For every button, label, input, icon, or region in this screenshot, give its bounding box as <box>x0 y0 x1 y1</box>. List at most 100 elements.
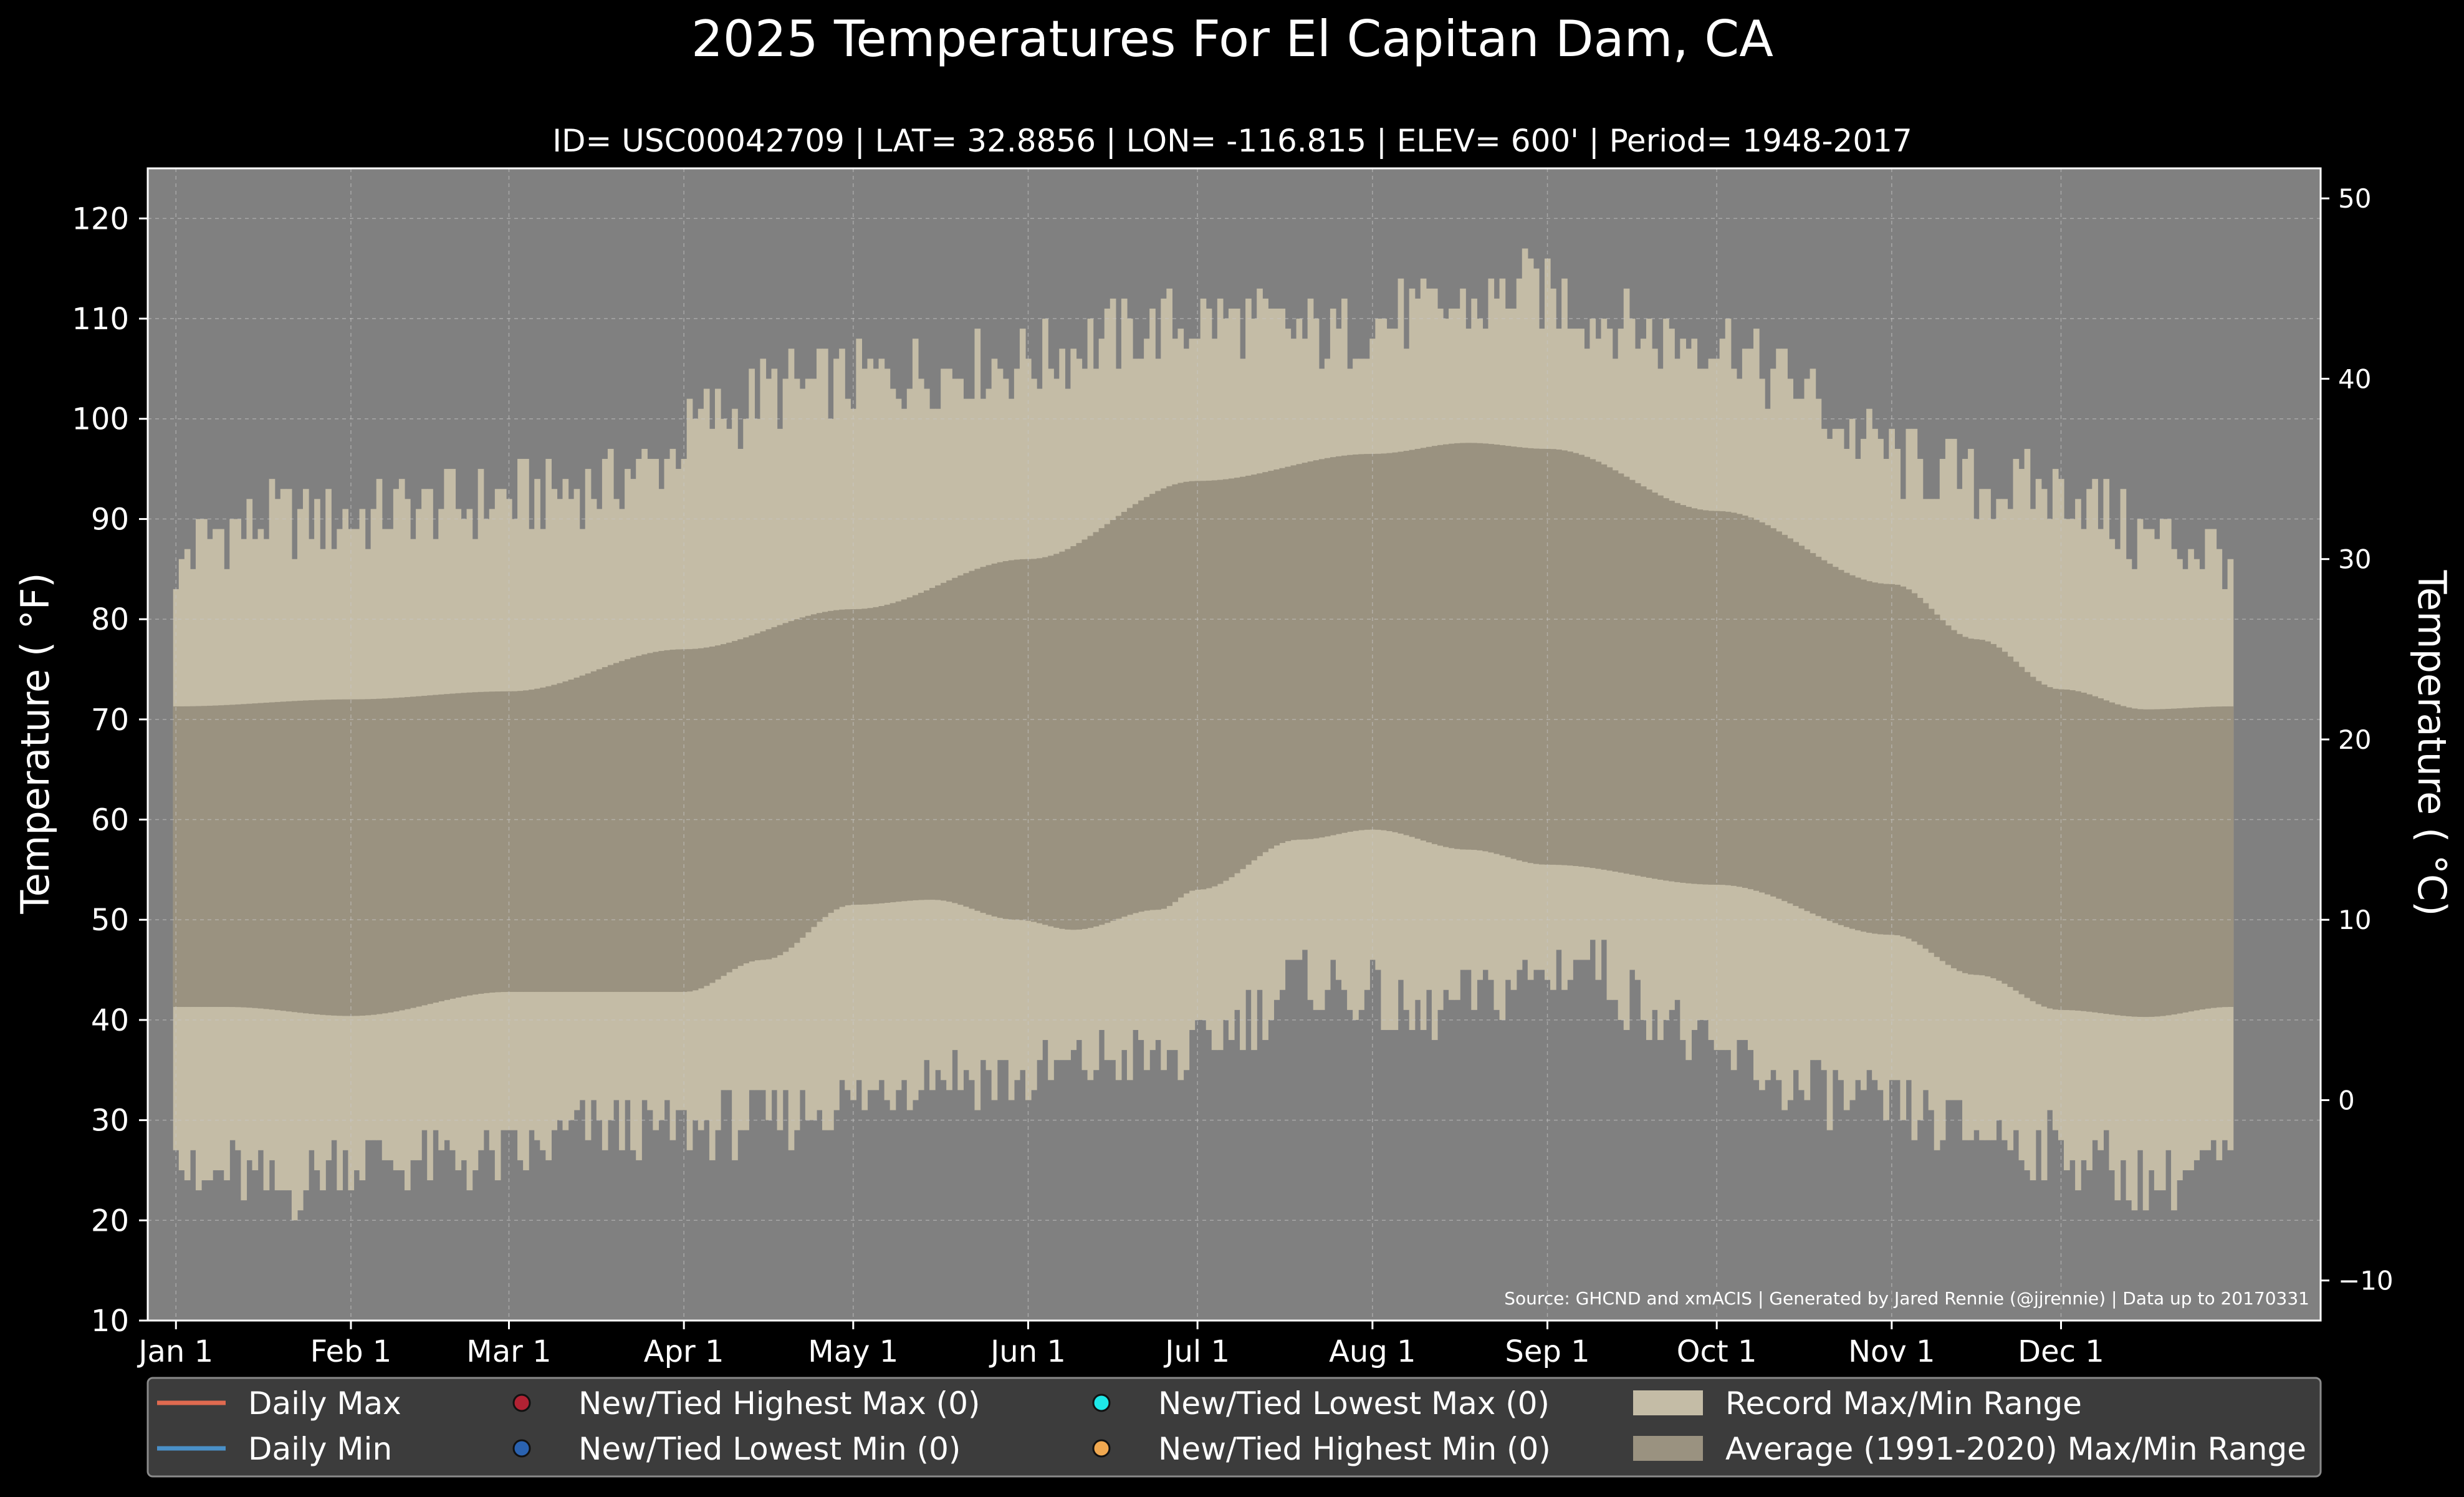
average-range-bar <box>1843 572 1850 927</box>
average-range-bar <box>494 691 501 993</box>
average-range-bar <box>540 687 546 992</box>
average-range-bar <box>941 582 947 901</box>
average-range-bar <box>1985 641 1991 977</box>
average-range-bar <box>1409 450 1416 837</box>
average-range-bar <box>828 610 834 913</box>
average-range-bar <box>1855 577 1861 931</box>
average-range-bar <box>2142 709 2149 1018</box>
average-range-bar <box>749 635 755 962</box>
average-range-bar <box>906 597 913 901</box>
average-range-bar <box>1397 451 1404 834</box>
average-range-bar <box>461 693 467 997</box>
average-range-bar <box>2064 689 2070 1010</box>
average-range-bar <box>291 701 298 1013</box>
average-range-bar <box>1149 494 1156 910</box>
average-range-bar <box>630 657 636 992</box>
average-range-bar <box>1612 470 1619 872</box>
legend-label: Record Max/Min Range <box>1725 1385 2082 1422</box>
average-range-bar <box>1257 473 1263 857</box>
average-range-bar <box>433 695 439 1003</box>
y-tick-label-right: 40 <box>2338 363 2371 394</box>
legend-label: New/Tied Highest Min (0) <box>1158 1431 1551 1467</box>
x-tick-label: Jul 1 <box>1163 1334 1230 1369</box>
average-range-bar <box>946 580 952 902</box>
average-range-bar <box>1787 538 1793 904</box>
x-tick-label: Feb 1 <box>310 1334 392 1369</box>
average-range-bar <box>1680 505 1686 883</box>
average-range-bar <box>957 575 964 905</box>
average-range-bar <box>1144 497 1150 911</box>
average-range-bar <box>1245 475 1252 865</box>
legend-patch-swatch <box>1633 1390 1703 1415</box>
average-range-bar <box>1950 630 1957 968</box>
average-range-bar <box>551 685 558 992</box>
average-range-bar <box>2177 708 2183 1014</box>
average-range-bar <box>1883 584 1889 935</box>
average-range-bar <box>2103 700 2110 1014</box>
legend-label: Daily Max <box>248 1385 401 1422</box>
average-range-bar <box>799 617 806 938</box>
average-range-bar <box>1996 647 2003 981</box>
average-range-bar <box>2018 667 2025 994</box>
legend: Daily Max Daily Min New/Tied Highest Max (… <box>146 1377 2322 1478</box>
average-range-bar <box>1414 448 1421 839</box>
average-range-bar <box>1087 536 1094 928</box>
y-tick-label: 50 <box>91 903 129 938</box>
average-range-bar <box>2148 709 2155 1017</box>
average-range-bar <box>438 694 444 1001</box>
legend-label: New/Tied Highest Max (0) <box>578 1385 980 1422</box>
average-range-bar <box>517 691 524 992</box>
y-tick-label-right: −10 <box>2338 1266 2394 1296</box>
average-range-bar <box>1499 445 1506 856</box>
average-range-bar <box>1008 560 1015 920</box>
average-range-bar <box>2131 708 2138 1017</box>
average-range-bar <box>1652 493 1658 879</box>
average-range-bar <box>1861 579 1867 932</box>
average-range-bar <box>1183 481 1190 894</box>
average-range-bar <box>2030 676 2036 1001</box>
average-range-bar <box>1578 455 1584 867</box>
average-range-bar <box>506 691 512 992</box>
average-range-bar <box>1110 520 1116 921</box>
average-range-bar <box>845 609 851 905</box>
legend-dot-swatch <box>1092 1439 1111 1458</box>
average-range-bar <box>1098 528 1105 925</box>
legend-dot-swatch <box>512 1394 531 1412</box>
average-range-bar <box>1646 489 1652 878</box>
average-range-bar <box>1730 513 1737 886</box>
average-range-bar <box>1838 570 1844 925</box>
average-range-bar <box>404 697 411 1009</box>
average-range-bar <box>1234 478 1240 874</box>
average-range-bar <box>1573 453 1579 866</box>
average-range-bar <box>1714 511 1720 885</box>
average-range-bar <box>664 650 671 992</box>
y-tick-label: 100 <box>72 402 129 437</box>
average-range-bar <box>901 599 908 902</box>
average-range-bar <box>1815 556 1822 917</box>
average-range-bar <box>1155 491 1161 910</box>
average-range-bar <box>477 691 484 994</box>
average-range-bar <box>602 667 608 992</box>
average-range-bar <box>1493 445 1500 854</box>
average-range-bar <box>2205 706 2212 1009</box>
average-range-bar <box>562 681 569 992</box>
average-range-bar <box>1956 633 1963 971</box>
average-range-bar <box>246 703 253 1008</box>
average-range-bar <box>1804 549 1811 912</box>
average-range-bar <box>1849 575 1856 929</box>
average-range-bar <box>1584 456 1591 867</box>
average-range-bar <box>512 691 518 992</box>
average-range-bar <box>416 696 422 1007</box>
average-range-bar <box>2052 688 2059 1010</box>
average-range-bar <box>709 647 716 983</box>
average-range-bar <box>427 695 433 1004</box>
average-range-bar <box>2092 696 2098 1013</box>
average-range-bar <box>1533 448 1540 864</box>
average-range-bar <box>1347 455 1353 832</box>
legend-box <box>146 1377 2322 1478</box>
average-range-bar <box>1832 567 1839 923</box>
average-range-bar <box>1561 450 1568 865</box>
average-range-bar <box>1042 557 1048 925</box>
average-range-bar <box>1634 483 1641 876</box>
average-range-bar <box>2199 707 2205 1010</box>
